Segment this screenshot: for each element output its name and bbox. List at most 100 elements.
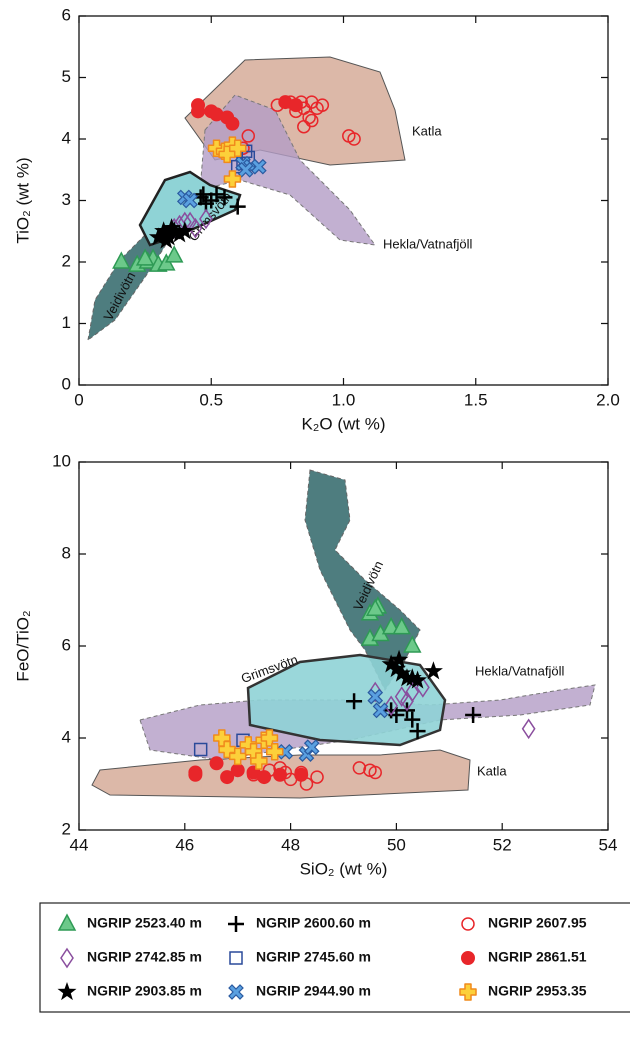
y-tick-label: 2 [62, 251, 71, 270]
y-tick-label: 6 [62, 5, 71, 24]
marker-circle [273, 767, 288, 782]
marker-x [237, 161, 254, 178]
marker-x [182, 192, 198, 209]
x-tick-label: 1.0 [332, 390, 356, 409]
marker-x [251, 158, 267, 175]
marker-triangle [135, 248, 155, 266]
marker-star [154, 221, 174, 240]
y-tick-label: 6 [62, 635, 71, 654]
x-tick-label: 50 [387, 835, 406, 854]
marker-plus [409, 723, 426, 740]
marker-plus [346, 693, 363, 710]
marker-circle-open [241, 129, 256, 143]
x-axis-label: K₂O (wt %) [301, 414, 385, 433]
x-tick-label: 52 [493, 835, 512, 854]
x-tick-label: 2.0 [596, 390, 620, 409]
marker-cross [265, 743, 284, 761]
marker-star [408, 670, 428, 689]
marker-diamond-open [384, 695, 399, 717]
x-tick-label: 48 [281, 835, 300, 854]
x-tick-label: 0.5 [199, 390, 223, 409]
marker-diamond-open [199, 208, 213, 230]
marker-cross [228, 139, 247, 157]
region-label: Katla [477, 763, 507, 778]
marker-cross [228, 747, 247, 766]
legend-label: NGRIP 2861.51 [488, 949, 587, 965]
x-tick-label: 0 [74, 390, 83, 409]
marker-plus [228, 916, 244, 932]
marker-circle [257, 770, 272, 785]
legend-label: NGRIP 2742.85 m [87, 949, 202, 965]
marker-circle-open [368, 765, 382, 780]
marker-plus [229, 198, 246, 215]
marker-triangle [392, 617, 411, 635]
y-tick-label: 4 [62, 727, 71, 746]
y-tick-label: 2 [62, 819, 71, 838]
marker-cross [459, 983, 477, 1001]
marker-circle-open [310, 770, 324, 784]
y-tick-label: 10 [52, 451, 71, 470]
legend-label: NGRIP 2523.40 m [87, 915, 202, 931]
marker-circle-open [347, 132, 361, 146]
legend-label: NGRIP 2600.60 m [256, 915, 371, 931]
marker-plus [216, 189, 233, 206]
marker-star [170, 224, 190, 243]
marker-star [423, 661, 443, 680]
marker-triangle [164, 245, 184, 263]
x-tick-label: 44 [70, 835, 89, 854]
region-label: Hekla/Vatnafjöll [475, 663, 564, 678]
marker-star [392, 663, 412, 682]
marker-square-open [229, 951, 243, 965]
x-tick-label: 1.5 [464, 390, 488, 409]
marker-star [386, 659, 406, 678]
marker-plus [465, 707, 482, 723]
marker-diamond-open [60, 947, 74, 969]
legend-label: NGRIP 2953.35 [488, 983, 587, 999]
marker-cross [223, 170, 242, 188]
marker-triangle [365, 598, 385, 616]
marker-circle-open [352, 761, 367, 775]
y-axis-label: FeO/TiO₂ [13, 610, 32, 681]
marker-triangle [403, 635, 422, 653]
marker-star [175, 221, 195, 240]
marker-circle [220, 770, 235, 785]
marker-star [389, 649, 409, 668]
marker-circle-open [305, 113, 319, 128]
marker-plus [195, 186, 212, 203]
marker-circle [209, 756, 224, 771]
legend-label: NGRIP 2903.85 m [87, 983, 202, 999]
legend-label: NGRIP 2607.95 [488, 915, 587, 931]
y-tick-label: 3 [62, 190, 71, 209]
y-tick-label: 8 [62, 543, 71, 562]
region-label: Hekla/Vatnafjöll [383, 236, 472, 251]
region-label: Katla [412, 123, 442, 138]
marker-x [228, 984, 244, 1000]
marker-circle [188, 767, 203, 782]
marker-circle [191, 104, 206, 119]
marker-star [159, 227, 179, 246]
y-tick-label: 4 [62, 128, 71, 147]
marker-star [57, 982, 77, 1001]
veidivotn-field [304, 469, 421, 691]
marker-diamond-open [521, 718, 536, 740]
marker-plus [404, 711, 421, 728]
x-axis-label: SiO₂ (wt %) [300, 859, 388, 878]
marker-x [303, 739, 320, 756]
legend-box [39, 902, 630, 1013]
marker-square-open [193, 742, 208, 757]
marker-star [402, 668, 422, 687]
marker-diamond-open [188, 217, 203, 239]
marker-circle [230, 763, 245, 778]
marker-star [156, 230, 176, 249]
legend-label: NGRIP 2745.60 m [256, 949, 371, 965]
marker-circle-open [461, 917, 475, 931]
marker-triangle [112, 251, 131, 269]
y-tick-label: 0 [62, 374, 71, 393]
marker-x [372, 702, 389, 719]
marker-triangle [57, 913, 77, 931]
marker-circle [288, 98, 303, 113]
y-tick-label: 1 [62, 313, 71, 332]
marker-cross [250, 752, 268, 770]
legend-label: NGRIP 2944.90 m [256, 983, 371, 999]
